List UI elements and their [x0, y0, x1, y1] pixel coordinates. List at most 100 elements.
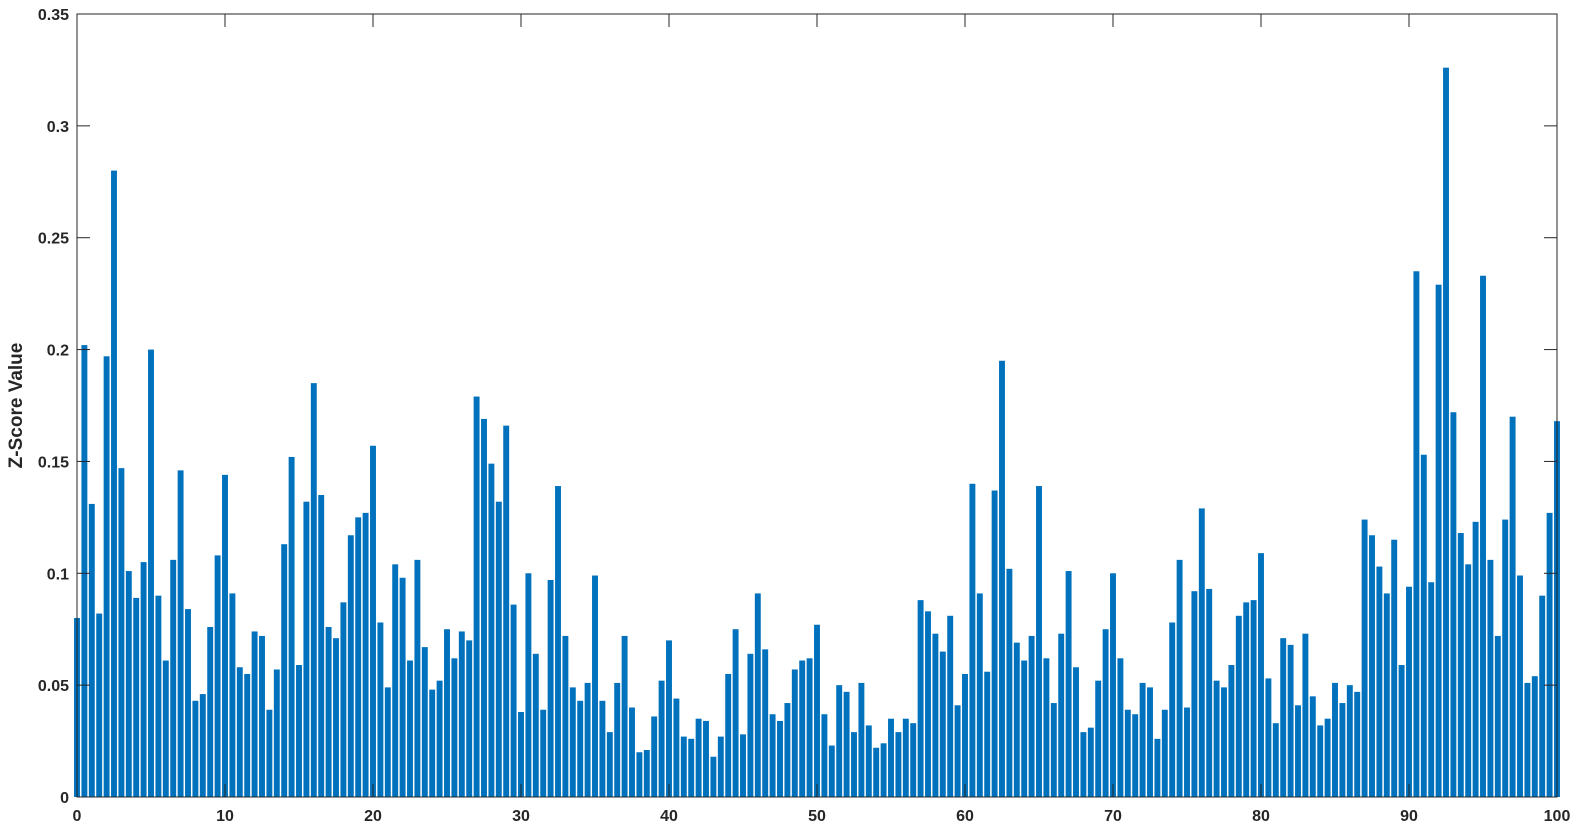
bar-20	[222, 474, 228, 797]
bar-131	[1043, 658, 1050, 797]
bar-24	[251, 631, 258, 797]
bar-122	[976, 593, 983, 797]
bar-12	[162, 660, 169, 797]
axis-ticks: 0 10 20 30 40 50 60 70 80 90 100 0 0.05 0.1 0.15 0.2 0.2…	[38, 7, 1571, 825]
bar-60	[518, 711, 524, 797]
bar-170	[1332, 682, 1338, 797]
bar-7	[125, 571, 132, 797]
bar-187	[1457, 533, 1464, 797]
bar-43	[392, 564, 399, 797]
y-tick-label-2: 0.1	[47, 566, 69, 583]
x-tick-label-100: 100	[1544, 808, 1571, 825]
bar-189	[1472, 521, 1479, 797]
x-tick-label-60: 60	[956, 808, 974, 825]
bar-19	[214, 555, 221, 797]
bar-117	[939, 651, 946, 797]
bar-84	[695, 718, 702, 797]
bar-36	[340, 602, 347, 797]
bar-52	[458, 631, 465, 797]
bar-3	[96, 613, 103, 797]
bar-72	[606, 732, 613, 797]
plot-frame	[76, 13, 1558, 798]
bar-174	[1361, 519, 1368, 797]
bar-27	[273, 669, 280, 797]
bar-48	[429, 689, 436, 797]
bar-50	[444, 629, 450, 797]
bar-157	[1235, 615, 1242, 797]
bar-169	[1324, 718, 1331, 797]
bar-126	[1006, 568, 1013, 797]
bar-114	[917, 600, 924, 797]
bar-166	[1302, 633, 1309, 797]
bar-149	[1176, 559, 1183, 797]
bar-41	[377, 622, 384, 797]
bar-67	[569, 687, 576, 797]
bar-150	[1184, 707, 1190, 797]
bar-130	[1036, 486, 1042, 797]
bar-59	[510, 604, 517, 797]
bar-88	[725, 673, 732, 797]
bar-93	[762, 649, 769, 797]
bar-108	[873, 747, 880, 797]
bar-115	[925, 611, 931, 797]
bar-63	[540, 709, 547, 797]
bar-14	[177, 470, 184, 797]
bar-62	[532, 653, 539, 797]
bar-56	[488, 463, 495, 797]
bar-90	[740, 734, 746, 797]
y-tick-label-5: 0.25	[38, 231, 69, 248]
bar-147	[1161, 709, 1168, 797]
bar-155	[1221, 687, 1227, 797]
bar-17	[199, 694, 206, 797]
x-tick-label-20: 20	[364, 808, 382, 825]
bar-119	[954, 705, 961, 797]
bar-139	[1102, 629, 1109, 797]
x-tick-label-40: 40	[660, 808, 678, 825]
bar-121	[969, 483, 976, 797]
bar-110	[888, 718, 894, 797]
bar-163	[1280, 638, 1287, 797]
bar-118	[947, 615, 954, 797]
y-tick-label-3: 0.15	[38, 454, 69, 471]
bar-94	[769, 714, 776, 797]
bar-168	[1317, 725, 1324, 797]
bar-25	[259, 635, 265, 797]
bar-173	[1354, 691, 1361, 797]
bar-124	[991, 490, 998, 797]
bar-188	[1465, 564, 1472, 797]
bar-35	[333, 638, 339, 797]
y-axis-label: Z-Score Value	[6, 343, 27, 469]
bar-76	[636, 752, 643, 797]
bar-102	[828, 745, 835, 797]
bar-193	[1502, 519, 1509, 797]
bar-191	[1487, 559, 1494, 797]
bar-66	[562, 635, 569, 797]
bar-75	[629, 707, 635, 797]
bar-197	[1531, 676, 1538, 797]
bar-177	[1383, 593, 1390, 797]
bar-143	[1132, 714, 1139, 797]
x-tick-label-10: 10	[216, 808, 234, 825]
bar-74	[621, 635, 628, 797]
bar-171	[1339, 703, 1346, 797]
bar-141	[1117, 658, 1124, 797]
bar-73	[614, 682, 621, 797]
bar-34	[325, 626, 332, 797]
bar-70	[592, 575, 598, 797]
bar-120	[962, 673, 968, 797]
bar-9	[140, 562, 147, 797]
bar-175	[1369, 535, 1375, 797]
bar-179	[1398, 665, 1405, 797]
bar-134	[1065, 571, 1072, 797]
bar-195	[1517, 575, 1523, 797]
bar-10	[148, 349, 154, 797]
bar-1	[81, 345, 88, 797]
bar-92	[754, 593, 761, 797]
bar-40	[370, 445, 376, 797]
bar-45	[407, 660, 413, 797]
bar-101	[821, 714, 828, 797]
bar-159	[1250, 600, 1257, 797]
bar-161	[1265, 678, 1272, 797]
bar-198	[1539, 595, 1546, 797]
bar-8	[133, 597, 140, 797]
